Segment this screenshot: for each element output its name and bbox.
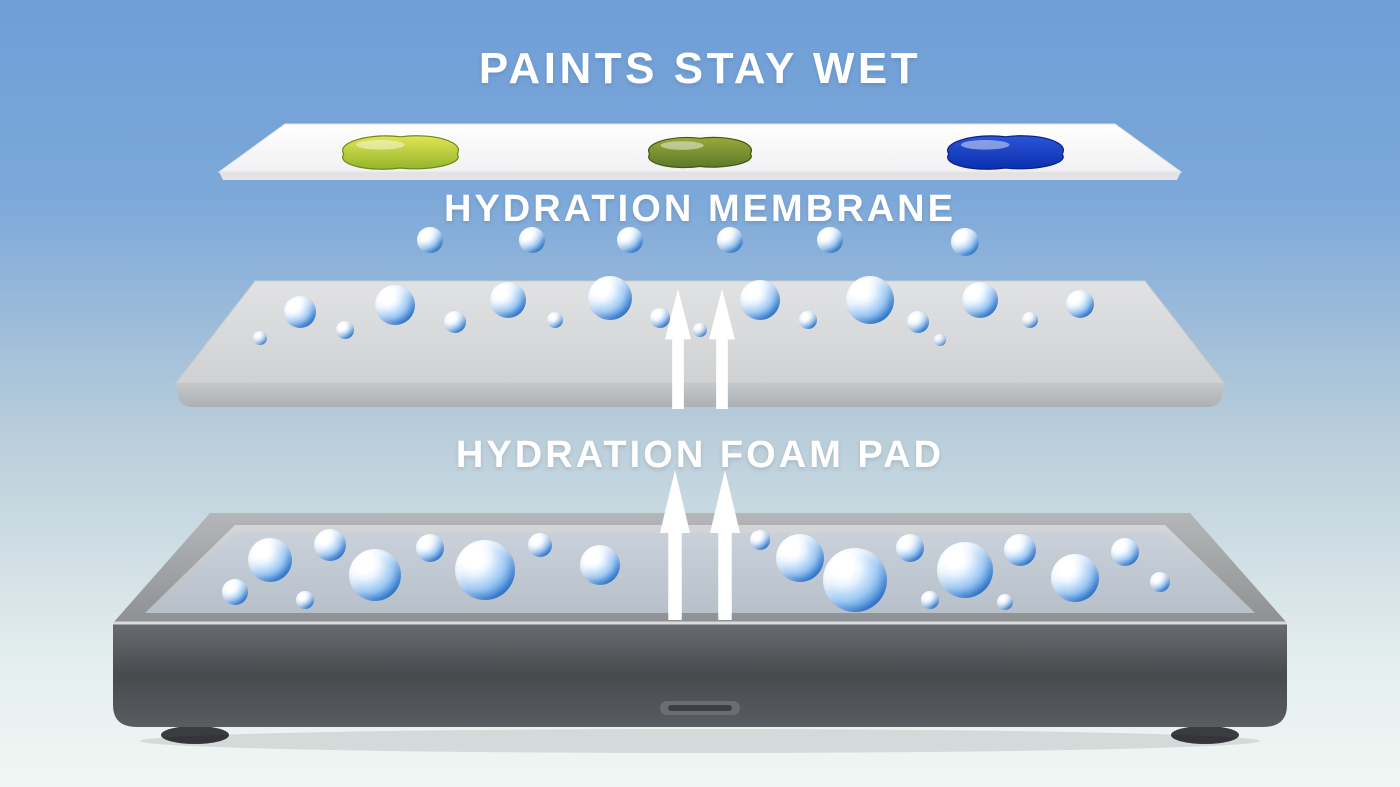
water-bubble	[750, 530, 770, 550]
water-bubble	[823, 548, 887, 612]
water-bubble	[817, 227, 843, 253]
water-bubble	[693, 323, 707, 337]
water-bubble	[455, 540, 515, 600]
water-bubble	[962, 282, 998, 318]
water-bubble	[248, 538, 292, 582]
label-paints-stay-wet: PAINTS STAY WET	[0, 44, 1400, 94]
water-bubble	[588, 276, 632, 320]
paint-blob	[640, 134, 760, 170]
water-bubble	[314, 529, 346, 561]
paint-blob	[938, 132, 1073, 172]
water-bubble	[336, 321, 354, 339]
water-bubble	[416, 534, 444, 562]
water-bubble	[490, 282, 526, 318]
water-bubble	[937, 542, 993, 598]
water-bubble	[846, 276, 894, 324]
water-bubble	[799, 311, 817, 329]
water-bubble	[580, 545, 620, 585]
paint-blob	[333, 132, 468, 172]
water-bubble	[253, 331, 267, 345]
water-bubble	[717, 227, 743, 253]
water-bubble	[1022, 312, 1038, 328]
water-bubble	[740, 280, 780, 320]
water-bubble	[921, 591, 939, 609]
water-bubble	[222, 579, 248, 605]
water-bubble	[650, 308, 670, 328]
water-bubble	[617, 227, 643, 253]
water-bubble	[907, 311, 929, 333]
water-bubble	[951, 228, 979, 256]
water-bubble	[375, 285, 415, 325]
water-bubble	[1150, 572, 1170, 592]
water-bubble	[1111, 538, 1139, 566]
water-bubble	[519, 227, 545, 253]
infographic-stage: PAINTS STAY WET HYDRATION MEMBRANE HYDRA…	[0, 0, 1400, 787]
water-bubble	[444, 311, 466, 333]
label-hydration-membrane: HYDRATION MEMBRANE	[0, 188, 1400, 231]
water-bubble	[896, 534, 924, 562]
water-bubble	[349, 549, 401, 601]
water-bubble	[547, 312, 563, 328]
water-bubble	[528, 533, 552, 557]
arrows-tray-to-foam	[660, 470, 740, 620]
water-bubble	[296, 591, 314, 609]
water-bubble	[1051, 554, 1099, 602]
water-bubble	[1004, 534, 1036, 566]
water-bubble	[776, 534, 824, 582]
arrows-foam-to-membrane	[665, 289, 735, 409]
water-bubble	[1066, 290, 1094, 318]
water-bubble	[417, 227, 443, 253]
water-bubble	[997, 594, 1013, 610]
water-bubble	[934, 334, 946, 346]
water-bubble	[284, 296, 316, 328]
